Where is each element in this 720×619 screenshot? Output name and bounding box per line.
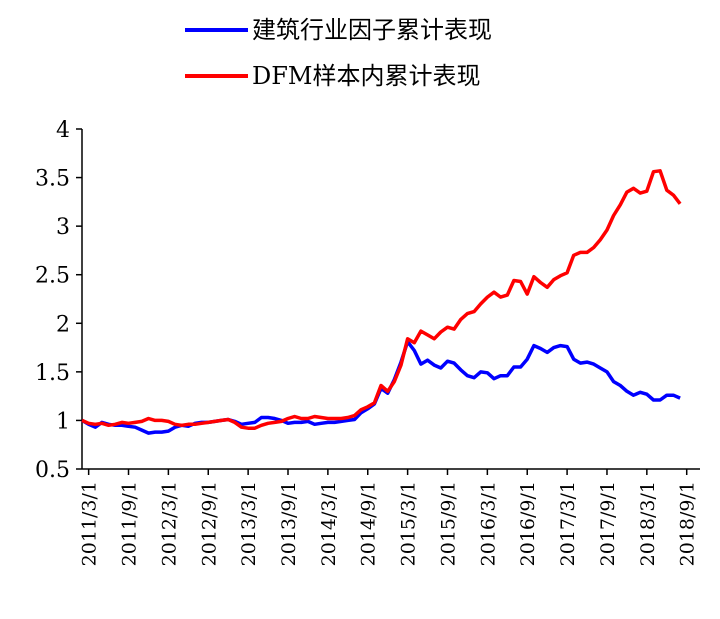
y-tick-label: 3 (56, 215, 70, 240)
x-tick-label: 2011/3/1 (79, 481, 101, 566)
y-tick-label: 0.5 (35, 458, 70, 483)
y-tick-label: 1 (56, 409, 70, 434)
y-tick-label: 4 (56, 118, 70, 143)
y-tick-label: 1.5 (35, 361, 70, 386)
x-tick-label: 2017/3/1 (557, 481, 579, 566)
x-tick-label: 2016/9/1 (517, 481, 539, 566)
x-tick-label: 2018/9/1 (677, 481, 699, 566)
x-axis: 2011/3/1 2011/9/1 2012/3/1 2012/9/1 2013/3/1… (79, 468, 700, 566)
x-tick-label: 2012/3/1 (158, 481, 180, 566)
x-tick-label: 2017/9/1 (597, 481, 619, 566)
legend-label-1: DFM样本内累计表现 (252, 62, 480, 90)
x-tick-label: 2014/3/1 (318, 481, 340, 566)
y-tick-label: 2 (56, 312, 70, 337)
series-line-1 (81, 169, 682, 430)
y-tick-label: 2.5 (35, 264, 70, 289)
x-tick-label: 2011/9/1 (119, 481, 141, 566)
y-axis: 0.5 1 1.5 2 2.5 3 3.5 4 (35, 118, 83, 483)
legend-label-0: 建筑行业因子累计表现 (252, 16, 492, 44)
x-tick-label: 2015/3/1 (398, 481, 420, 566)
x-tick-label: 2015/9/1 (437, 481, 459, 566)
y-tick-label: 3.5 (35, 167, 70, 192)
x-tick-label: 2014/9/1 (358, 481, 380, 566)
x-tick-label: 2016/3/1 (477, 481, 499, 566)
x-tick-label: 2018/3/1 (637, 481, 659, 566)
x-tick-label: 2013/3/1 (238, 481, 260, 566)
legend: 建筑行业因子累计表现 DFM样本内累计表现 (185, 16, 492, 90)
x-tick-label: 2012/9/1 (198, 481, 220, 566)
x-tick-label: 2013/9/1 (278, 481, 300, 566)
series-lines (81, 169, 682, 435)
